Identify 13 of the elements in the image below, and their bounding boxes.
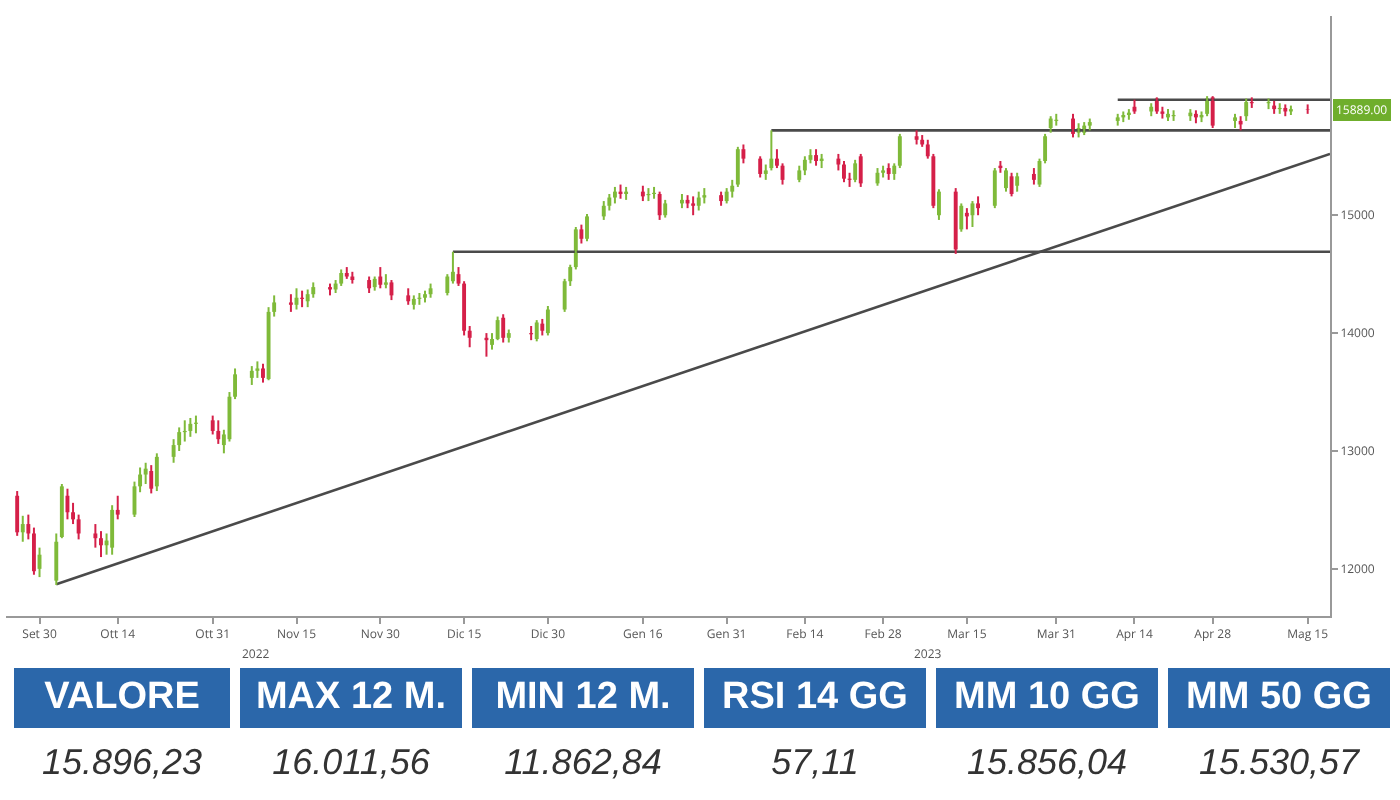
text: 15.530,57 (1198, 741, 1360, 781)
text: 15.896,23 (41, 741, 203, 781)
category-label: VALORE (14, 668, 230, 728)
category-label: RSI 14 GG (704, 668, 926, 728)
category-label: MIN 12 M. (472, 668, 694, 728)
text: 15.856,04 (966, 741, 1128, 781)
candlestick (1305, 103, 1310, 115)
text: 57,11 (771, 741, 859, 781)
category-label: MAX 12 M. (240, 668, 462, 728)
text: 11.862,84 (504, 741, 662, 781)
category-label: MM 50 GG (1168, 668, 1390, 728)
text: 16.011,56 (272, 741, 430, 781)
category-label: MM 10 GG (936, 668, 1158, 728)
